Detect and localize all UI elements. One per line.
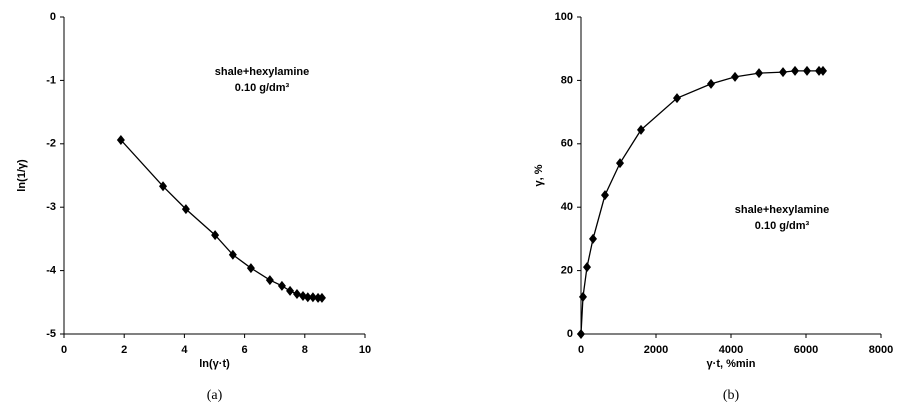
caption: (a) [207,388,223,403]
data-point [246,263,255,274]
y-axis-title: γ, % [533,164,545,186]
data-point [317,292,326,303]
data-point [803,65,812,76]
x-tick-label: 2000 [644,344,668,356]
x-tick-label: 6000 [794,344,818,356]
data-line [120,139,322,299]
y-tick-label: -2 [46,138,56,150]
y-tick-label: -5 [46,328,56,340]
data-point [159,181,168,192]
data-point [707,78,716,89]
data-point [286,285,295,296]
y-tick-label: 0 [567,328,573,340]
y-tick-label: 20 [561,265,573,277]
data-point [277,280,286,291]
caption: (b) [723,388,740,403]
data-point [755,68,764,79]
data-point [791,65,800,76]
data-point [589,233,597,244]
y-tick-label: 60 [561,138,573,150]
annotation: 0.10 g/dm³ [755,220,810,232]
y-tick-label: 100 [555,11,573,23]
data-point [578,291,587,302]
data-point [116,134,125,145]
x-tick-label: 4 [181,344,188,356]
x-tick-label: 2 [121,344,127,356]
y-tick-label: 80 [561,74,573,86]
y-tick-label: 40 [561,201,573,213]
data-point [228,249,237,260]
data-point [779,67,788,78]
data-point [583,262,591,273]
data-point [303,292,312,303]
x-tick-label: 10 [359,344,371,356]
x-axis-title: ln(γ·t) [199,358,230,370]
y-tick-label: -4 [46,265,57,277]
x-tick-label: 6 [242,344,248,356]
data-point [818,65,827,76]
data-point [577,329,585,339]
x-tick-label: 8 [302,344,308,356]
data-point [601,190,609,201]
data-point [181,204,190,215]
data-point [211,230,220,241]
annotation: 0.10 g/dm³ [235,82,290,94]
data-point [308,292,317,303]
x-axis-title: γ·t, %min [707,358,756,370]
x-tick-label: 8000 [869,344,893,356]
data-point [673,93,681,104]
data-point [731,71,740,82]
data-point [265,275,274,286]
x-tick-label: 0 [61,344,67,356]
y-tick-label: -1 [46,74,56,86]
data-point [292,289,301,300]
annotation: shale+hexylamine [215,66,309,78]
x-tick-label: 0 [578,344,584,356]
x-tick-label: 4000 [719,344,743,356]
data-point [616,158,624,169]
y-axis-title: ln(1/γ) [16,159,28,192]
data-line [580,70,823,335]
y-tick-label: -3 [46,201,56,213]
y-tick-label: 0 [50,11,56,23]
annotation: shale+hexylamine [735,204,829,216]
data-point [637,124,645,135]
